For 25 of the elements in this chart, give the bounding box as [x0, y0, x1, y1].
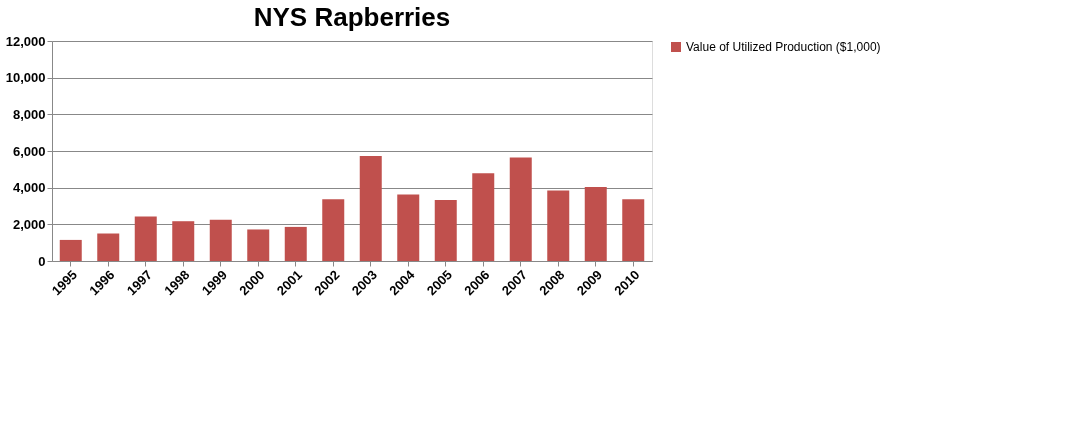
- chart-title: NYS Rapberries: [253, 2, 451, 32]
- bar: [97, 233, 120, 261]
- bar: [397, 194, 420, 261]
- y-tick-label: 0: [38, 253, 46, 269]
- bar: [584, 186, 607, 261]
- y-tick-label: 10,000: [5, 70, 46, 86]
- y-tick-label: 6,000: [12, 143, 46, 159]
- bar: [209, 219, 232, 261]
- y-tick-label: 8,000: [12, 106, 46, 122]
- bar: [509, 157, 532, 261]
- bar: [472, 173, 495, 261]
- bar: [59, 239, 82, 261]
- y-tick-label: 4,000: [12, 180, 46, 196]
- bar: [134, 216, 157, 261]
- bar: [247, 229, 270, 261]
- bar: [284, 226, 307, 261]
- bar: [322, 199, 345, 261]
- bar: [547, 190, 570, 261]
- y-tick-label: 12,000: [5, 33, 46, 49]
- bar: [359, 155, 382, 261]
- bar: [172, 221, 195, 261]
- bar: [434, 199, 457, 261]
- legend-label: Value of Utilized Production ($1,000): [686, 40, 881, 54]
- bar: [622, 199, 645, 261]
- y-tick-label: 2,000: [12, 216, 46, 232]
